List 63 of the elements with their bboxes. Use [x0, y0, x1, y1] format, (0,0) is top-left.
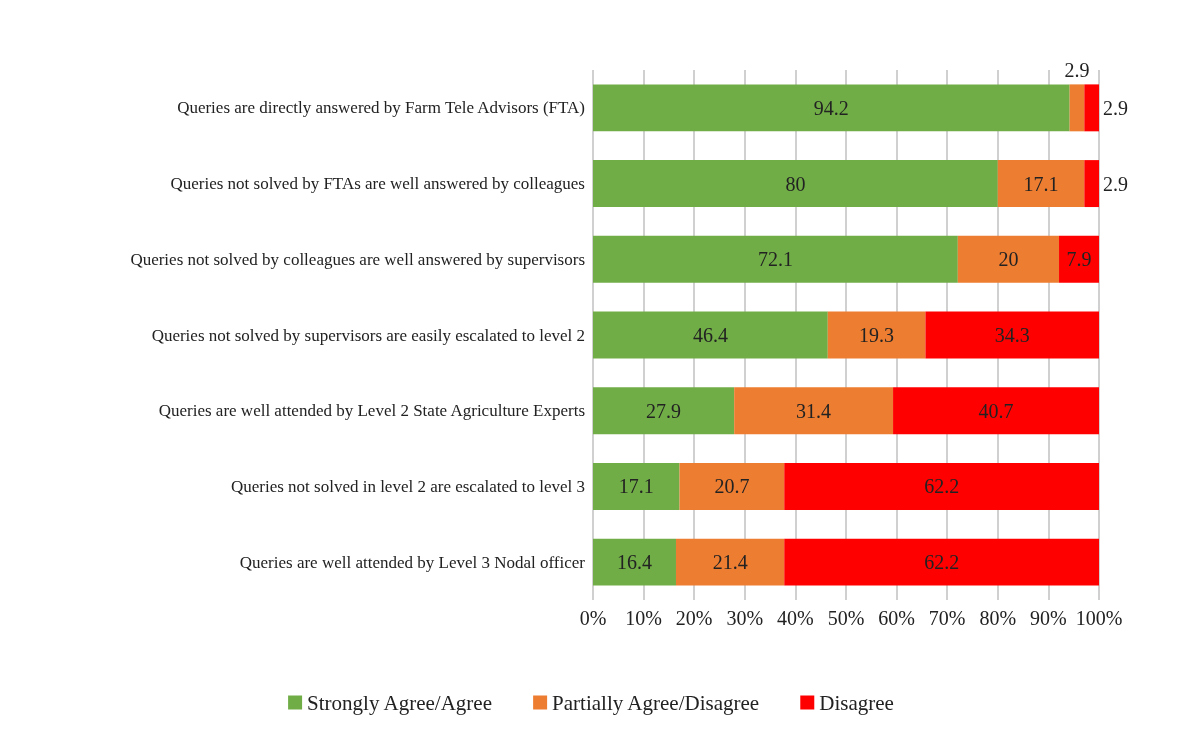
bar [675, 538, 785, 586]
bar [827, 311, 926, 359]
bar [679, 462, 785, 510]
data-label: 94.2 [813, 96, 849, 119]
x-tick-label: 50% [827, 607, 865, 629]
x-tick-label: 10% [625, 607, 662, 629]
y-tick-label: Queries are well attended by Level 3 Nodal officer [239, 552, 586, 572]
data-label: 62.2 [924, 475, 960, 498]
bar [997, 160, 1085, 208]
data-label: 80 [785, 172, 806, 195]
y-tick-label: Queries not solved by colleagues are well answered by supervisors [130, 249, 585, 269]
bar [893, 387, 1099, 435]
bar [734, 387, 894, 435]
data-label: 27.9 [646, 399, 682, 422]
data-label: 40.7 [978, 399, 1014, 422]
y-tick-label: Queries are directly answered by Farm Tele Advisors (FTA) [177, 98, 585, 118]
data-label: 62.2 [924, 551, 960, 574]
bar [593, 311, 828, 359]
bar [593, 538, 676, 586]
x-tick-label: 100% [1075, 607, 1123, 629]
data-label: 17.1 [618, 475, 654, 498]
x-tick-label: 40% [777, 607, 814, 629]
data-label: 19.3 [859, 324, 895, 346]
y-tick-label: Queries not solved by supervisors are easily escalated to level 2 [151, 325, 585, 345]
bar [957, 235, 1060, 283]
data-label: 34.3 [994, 324, 1030, 346]
bar [784, 538, 1099, 586]
data-label: 2.9 [1064, 59, 1090, 82]
bar [593, 235, 958, 283]
bar [925, 311, 1099, 359]
x-tick-label: 60% [878, 607, 915, 629]
bar [593, 387, 735, 435]
data-label: 20 [998, 248, 1019, 271]
bar [1084, 160, 1099, 208]
bar [1084, 84, 1099, 132]
data-label: 16.4 [616, 551, 652, 574]
legend-label: Strongly Agree/Agree [307, 690, 492, 715]
x-tick-label: 0% [579, 607, 607, 629]
data-label: 2.9 [1103, 172, 1128, 195]
data-label: 2.9 [1103, 96, 1128, 119]
bar [593, 84, 1070, 132]
bar [593, 462, 680, 510]
bar [1059, 235, 1099, 283]
data-label: 46.4 [692, 324, 728, 346]
data-label: 21.4 [712, 551, 748, 574]
y-tick-label: Queries not solved by FTAs are well answered by colleagues [170, 174, 585, 194]
x-tick-label: 30% [726, 607, 764, 629]
data-label: 7.9 [1066, 248, 1092, 271]
bar [784, 462, 1099, 510]
bar [1069, 84, 1085, 132]
legend-label: Partially Agree/Disagree [552, 690, 760, 715]
x-tick-label: 90% [1030, 607, 1067, 629]
x-tick-label: 70% [928, 607, 966, 629]
legend-label: Disagree [819, 690, 894, 715]
data-label: 17.1 [1023, 172, 1059, 195]
data-label: 72.1 [757, 248, 793, 271]
x-tick-label: 80% [979, 607, 1017, 629]
y-tick-label: Queries not solved in level 2 are escalated to level 3 [230, 476, 585, 496]
bar [593, 160, 998, 208]
x-tick-label: 20% [675, 607, 713, 629]
data-label: 20.7 [714, 475, 750, 498]
data-label: 31.4 [796, 399, 832, 422]
y-tick-label: Queries are well attended by Level 2 State Agriculture Experts [158, 401, 585, 421]
